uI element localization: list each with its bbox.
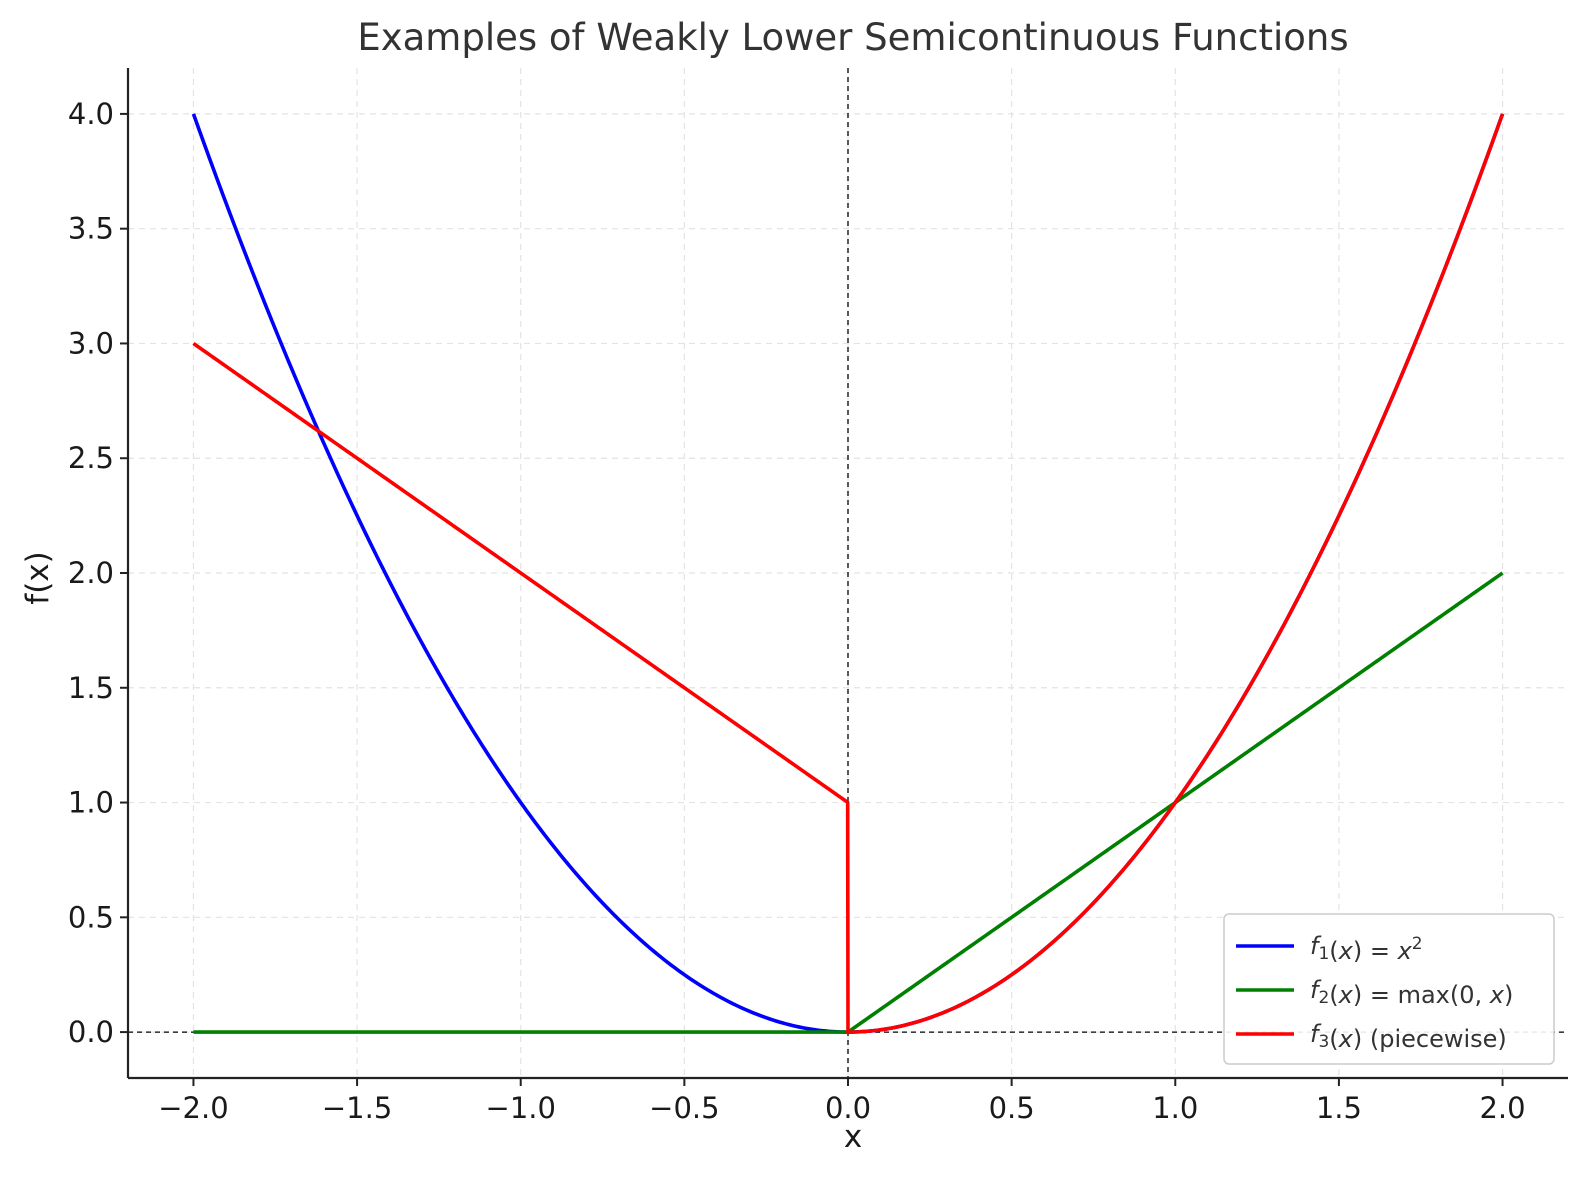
legend-label-f3: f3(x) (piecewise) xyxy=(1310,1020,1507,1053)
chart-title: Examples of Weakly Lower Semicontinuous … xyxy=(357,16,1348,59)
y-tick-label-6: 3.0 xyxy=(68,326,114,360)
x-tick-label-8: 2.0 xyxy=(1479,1091,1525,1125)
x-tick-label-2: −1.0 xyxy=(486,1091,556,1125)
y-tick-label-3: 1.5 xyxy=(68,671,114,705)
y-tick-label-7: 3.5 xyxy=(68,212,114,246)
y-tick-label-1: 0.5 xyxy=(68,900,114,934)
x-tick-label-1: −1.5 xyxy=(322,1091,392,1125)
series-layer xyxy=(191,113,1505,1034)
x-tick-label-5: 0.5 xyxy=(989,1091,1035,1125)
legend-box xyxy=(1223,913,1555,1065)
x-tick-label-7: 1.5 xyxy=(1316,1091,1362,1125)
x-tick-label-0: −2.0 xyxy=(158,1091,228,1125)
legend-label-f1: f1(x) = x2 xyxy=(1310,932,1423,965)
y-tick-label-5: 2.5 xyxy=(68,441,114,475)
x-axis-label: x xyxy=(844,1119,862,1155)
y-axis-label: f(x) xyxy=(20,551,56,604)
y-ticks: 0.0 0.5 1.0 1.5 2.0 2.5 3.0 3.5 4.0 xyxy=(68,97,128,1049)
series-line-f3 xyxy=(192,113,1505,1034)
legend-label-f2: f2(x) = max(0, x) xyxy=(1310,976,1513,1009)
x-tick-label-6: 1.0 xyxy=(1152,1091,1198,1125)
x-ticks: −2.0 −1.5 −1.0 −0.5 0.0 0.5 1.0 1.5 2.0 xyxy=(158,1078,1526,1125)
legend: f1(x) = x2 f2(x) = max(0, x) f3(x) (piecew… xyxy=(1223,913,1555,1065)
y-tick-label-8: 4.0 xyxy=(68,97,114,131)
x-tick-label-4: 0.0 xyxy=(825,1091,871,1125)
y-tick-label-0: 0.0 xyxy=(68,1015,114,1049)
y-tick-label-4: 2.0 xyxy=(68,556,114,590)
x-tick-label-3: −0.5 xyxy=(649,1091,719,1125)
y-tick-label-2: 1.0 xyxy=(68,786,114,820)
